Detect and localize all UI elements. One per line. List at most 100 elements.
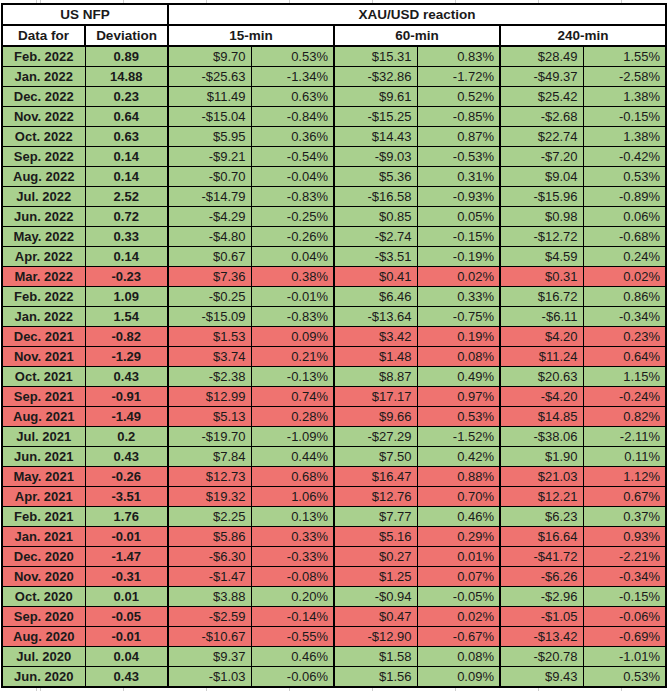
- reaction-240min-pct-cell: 1.38%: [583, 87, 666, 107]
- period-cell: Nov. 2022: [2, 107, 85, 127]
- reaction-240min-pct-cell: 1.15%: [583, 367, 666, 387]
- period-cell: Sep. 2022: [2, 147, 85, 167]
- deviation-cell: -0.05: [85, 607, 168, 627]
- table-row: Feb. 2021 1.76 $2.25 0.13% $7.77 0.46% $…: [2, 507, 666, 527]
- table-row: Jan. 2021 -0.01 $5.86 0.33% $5.16 0.29% …: [2, 527, 666, 547]
- reaction-15min-pct-cell: -1.09%: [251, 427, 334, 447]
- us-nfp-header: US NFP: [2, 4, 168, 25]
- period-cell: May. 2022: [2, 227, 85, 247]
- period-cell: Aug. 2022: [2, 167, 85, 187]
- reaction-60min-usd-cell: $1.56: [334, 667, 417, 688]
- reaction-15min-usd-cell: $7.84: [168, 447, 251, 467]
- table-row: Oct. 2022 0.63 $5.95 0.36% $14.43 0.87% …: [2, 127, 666, 147]
- reaction-15min-pct-cell: 0.53%: [251, 46, 334, 67]
- period-cell: Jul. 2022: [2, 187, 85, 207]
- reaction-15min-usd-cell: -$19.70: [168, 427, 251, 447]
- reaction-60min-pct-cell: 0.70%: [417, 487, 500, 507]
- reaction-60min-pct-cell: -0.53%: [417, 147, 500, 167]
- reaction-15min-pct-cell: 0.20%: [251, 587, 334, 607]
- table-header: US NFP XAU/USD reaction Data for Deviati…: [2, 4, 666, 46]
- reaction-60min-usd-cell: -$32.86: [334, 67, 417, 87]
- table-row: Aug. 2022 0.14 -$0.70 -0.04% $5.36 0.31%…: [2, 167, 666, 187]
- reaction-15min-usd-cell: $3.74: [168, 347, 251, 367]
- reaction-15min-usd-cell: -$4.80: [168, 227, 251, 247]
- table-row: Jul. 2020 0.04 $9.37 0.46% $1.58 0.08% -…: [2, 647, 666, 667]
- reaction-15min-pct-cell: 0.21%: [251, 347, 334, 367]
- table-row: Aug. 2020 -0.01 -$10.67 -0.55% -$12.90 -…: [2, 627, 666, 647]
- reaction-240min-pct-cell: -0.69%: [583, 627, 666, 647]
- reaction-60min-usd-cell: $7.50: [334, 447, 417, 467]
- reaction-60min-pct-cell: 0.87%: [417, 127, 500, 147]
- reaction-240min-usd-cell: -$13.42: [500, 627, 583, 647]
- reaction-240min-usd-cell: -$15.96: [500, 187, 583, 207]
- reaction-60min-pct-cell: -1.72%: [417, 67, 500, 87]
- reaction-15min-usd-cell: $12.73: [168, 467, 251, 487]
- table-row: Feb. 2022 0.89 $9.70 0.53% $15.31 0.83% …: [2, 46, 666, 67]
- reaction-60min-pct-cell: 0.29%: [417, 527, 500, 547]
- reaction-240min-pct-cell: 0.11%: [583, 447, 666, 467]
- reaction-15min-pct-cell: 0.28%: [251, 407, 334, 427]
- reaction-15min-usd-cell: $5.86: [168, 527, 251, 547]
- reaction-15min-pct-cell: 0.09%: [251, 327, 334, 347]
- reaction-60min-usd-cell: $5.36: [334, 167, 417, 187]
- reaction-15min-pct-cell: -0.13%: [251, 367, 334, 387]
- reaction-15min-pct-cell: -0.83%: [251, 307, 334, 327]
- reaction-15min-usd-cell: $3.88: [168, 587, 251, 607]
- deviation-cell: 1.54: [85, 307, 168, 327]
- reaction-240min-usd-cell: -$12.72: [500, 227, 583, 247]
- reaction-15min-usd-cell: -$1.03: [168, 667, 251, 688]
- deviation-cell: -0.91: [85, 387, 168, 407]
- reaction-15min-usd-cell: $7.36: [168, 267, 251, 287]
- reaction-240min-pct-cell: -0.24%: [583, 387, 666, 407]
- deviation-cell: -0.26: [85, 467, 168, 487]
- reaction-60min-pct-cell: 0.01%: [417, 547, 500, 567]
- deviation-cell: -1.29: [85, 347, 168, 367]
- reaction-60min-pct-cell: 0.97%: [417, 387, 500, 407]
- deviation-cell: -1.47: [85, 547, 168, 567]
- reaction-60min-pct-cell: 0.19%: [417, 327, 500, 347]
- deviation-cell: -1.49: [85, 407, 168, 427]
- reaction-15min-usd-cell: -$2.38: [168, 367, 251, 387]
- reaction-60min-pct-cell: 0.07%: [417, 567, 500, 587]
- deviation-cell: 1.76: [85, 507, 168, 527]
- group-header-row: US NFP XAU/USD reaction: [2, 4, 666, 25]
- reaction-60min-pct-cell: -0.93%: [417, 187, 500, 207]
- reaction-240min-pct-cell: 0.67%: [583, 487, 666, 507]
- reaction-60min-pct-cell: 0.88%: [417, 467, 500, 487]
- reaction-240min-pct-cell: 0.53%: [583, 167, 666, 187]
- deviation-cell: 0.14: [85, 147, 168, 167]
- reaction-60min-usd-cell: -$0.94: [334, 587, 417, 607]
- reaction-60min-pct-cell: 0.49%: [417, 367, 500, 387]
- reaction-60min-usd-cell: -$15.25: [334, 107, 417, 127]
- reaction-60min-usd-cell: -$12.90: [334, 627, 417, 647]
- reaction-240min-pct-cell: 0.37%: [583, 507, 666, 527]
- table-row: Nov. 2021 -1.29 $3.74 0.21% $1.48 0.08% …: [2, 347, 666, 367]
- period-cell: Dec. 2022: [2, 87, 85, 107]
- reaction-240min-pct-cell: 0.93%: [583, 527, 666, 547]
- reaction-60min-usd-cell: $9.61: [334, 87, 417, 107]
- reaction-240min-usd-cell: $22.74: [500, 127, 583, 147]
- deviation-cell: 2.52: [85, 187, 168, 207]
- reaction-15min-usd-cell: $5.95: [168, 127, 251, 147]
- reaction-240min-usd-cell: -$2.68: [500, 107, 583, 127]
- reaction-15min-usd-cell: $1.53: [168, 327, 251, 347]
- reaction-240min-usd-cell: $4.20: [500, 327, 583, 347]
- reaction-15min-pct-cell: 0.04%: [251, 247, 334, 267]
- reaction-60min-usd-cell: $6.46: [334, 287, 417, 307]
- deviation-cell: 0.14: [85, 167, 168, 187]
- reaction-15min-usd-cell: $2.25: [168, 507, 251, 527]
- reaction-15min-usd-cell: $12.99: [168, 387, 251, 407]
- period-cell: Jan. 2022: [2, 307, 85, 327]
- reaction-240min-usd-cell: $1.90: [500, 447, 583, 467]
- reaction-60min-usd-cell: $0.27: [334, 547, 417, 567]
- deviation-cell: 0.01: [85, 587, 168, 607]
- reaction-240min-pct-cell: -0.06%: [583, 607, 666, 627]
- reaction-240min-pct-cell: -0.42%: [583, 147, 666, 167]
- period-cell: Feb. 2022: [2, 287, 85, 307]
- deviation-cell: 0.89: [85, 46, 168, 67]
- reaction-240min-usd-cell: -$7.20: [500, 147, 583, 167]
- nfp-reaction-table: US NFP XAU/USD reaction Data for Deviati…: [1, 3, 667, 688]
- reaction-60min-usd-cell: $0.85: [334, 207, 417, 227]
- deviation-cell: 0.64: [85, 107, 168, 127]
- reaction-240min-usd-cell: $25.42: [500, 87, 583, 107]
